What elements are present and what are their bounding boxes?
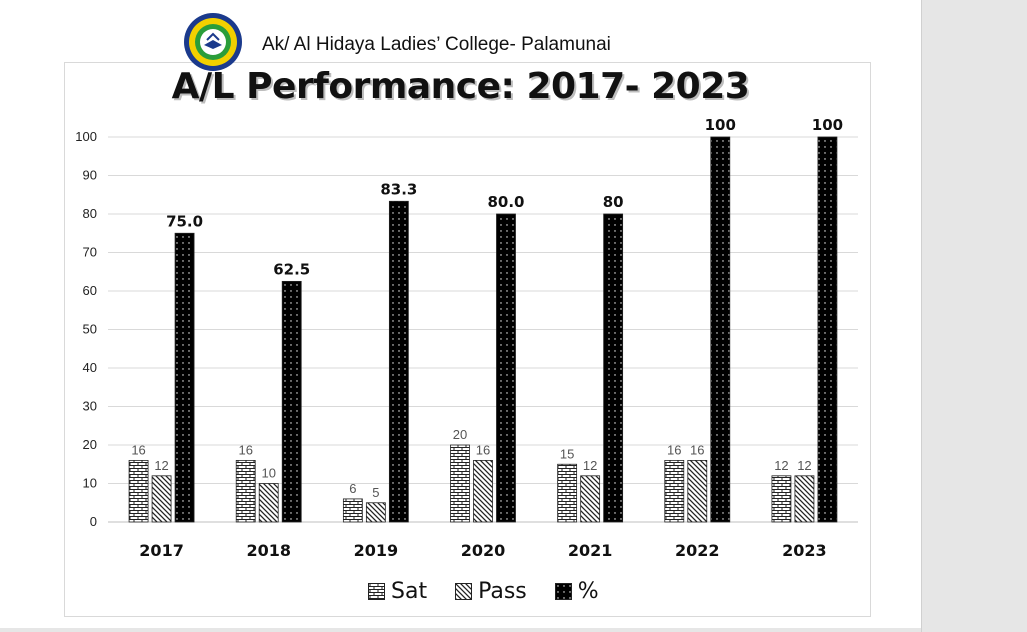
bar-diagonal: [473, 459, 493, 523]
legend-swatch: [368, 583, 385, 600]
bar-diagonal: [794, 475, 815, 523]
legend-swatch: [455, 583, 473, 600]
bar-brick: [557, 463, 578, 523]
legend-swatch: [554, 583, 572, 600]
side-panel: [921, 0, 1027, 632]
bar-brick: [450, 444, 470, 523]
data-label: 20: [453, 427, 467, 442]
bar-dotted-black: [710, 136, 731, 523]
bottom-strip: [0, 628, 921, 632]
bar-brick: [664, 459, 685, 523]
y-tick-label: 100: [75, 129, 97, 144]
school-name: Ak/ Al Hidaya Ladies’ College- Palamunai: [262, 34, 611, 55]
y-tick-label: 20: [83, 437, 97, 452]
bar-diagonal: [687, 459, 708, 523]
y-tick-label: 60: [83, 283, 97, 298]
x-tick-label: 2018: [246, 541, 291, 560]
data-label: 10: [261, 466, 275, 481]
legend-item: Pass: [455, 579, 527, 604]
data-label: 80.0: [487, 193, 524, 211]
x-tick-label: 2023: [782, 541, 827, 560]
y-tick-label: 80: [83, 206, 97, 221]
legend-label: %: [577, 579, 599, 604]
data-label: 16: [667, 442, 681, 457]
data-label: 12: [774, 458, 788, 473]
bar-diagonal: [151, 475, 172, 523]
data-label: 6: [349, 481, 356, 496]
x-tick-label: 2019: [354, 541, 399, 560]
y-tick-label: 40: [83, 360, 97, 375]
x-tick-label: 2020: [461, 541, 506, 560]
data-label: 12: [797, 458, 811, 473]
bar-diagonal: [365, 502, 386, 523]
y-tick-label: 30: [83, 399, 97, 414]
legend-item: Sat: [368, 579, 427, 604]
data-label: 12: [583, 458, 597, 473]
bar-diagonal: [258, 483, 279, 523]
data-label: 100: [812, 116, 843, 134]
data-label: 62.5: [273, 260, 310, 278]
y-tick-label: 90: [83, 168, 97, 183]
x-tick-label: 2021: [568, 541, 613, 560]
bar-dotted-black: [603, 213, 624, 523]
bar-dotted-black: [281, 280, 302, 523]
chart-legend: Sat Pass%: [368, 579, 599, 604]
data-label: 16: [131, 442, 145, 457]
chart-frame: [64, 62, 871, 617]
y-tick-label: 50: [83, 322, 97, 337]
y-tick-label: 0: [90, 514, 97, 529]
data-label: 75.0: [166, 212, 203, 230]
data-label: 83.3: [380, 180, 417, 198]
data-label: 5: [372, 485, 379, 500]
bar-dotted-black: [817, 136, 838, 523]
bar-brick: [771, 475, 792, 523]
legend-label: Pass: [478, 579, 527, 604]
bar-diagonal: [580, 475, 601, 523]
legend-label: Sat: [391, 579, 428, 604]
y-tick-label: 10: [83, 476, 97, 491]
legend-swatch-fill: [368, 583, 385, 600]
bar-dotted-black: [388, 200, 409, 523]
x-tick-label: 2017: [139, 541, 184, 560]
data-label: 16: [476, 442, 490, 457]
data-label: 15: [560, 446, 574, 461]
x-tick-label: 2022: [675, 541, 720, 560]
school-logo: [184, 13, 242, 71]
data-label: 80: [603, 193, 624, 211]
data-label: 16: [238, 442, 252, 457]
bar-dotted-black: [496, 213, 516, 523]
legend-item: %: [554, 579, 599, 604]
data-label: 12: [154, 458, 168, 473]
bar-brick: [235, 459, 256, 523]
legend-swatch-fill: [455, 583, 473, 600]
data-label: 100: [705, 116, 736, 134]
data-label: 16: [690, 442, 704, 457]
y-tick-label: 70: [83, 245, 97, 260]
bar-brick: [128, 459, 149, 523]
bar-dotted-black: [174, 232, 195, 523]
bar-brick: [342, 498, 363, 523]
legend-swatch-fill: [554, 583, 572, 600]
chart-title: A/L Performance: 2017- 2023: [171, 66, 750, 107]
